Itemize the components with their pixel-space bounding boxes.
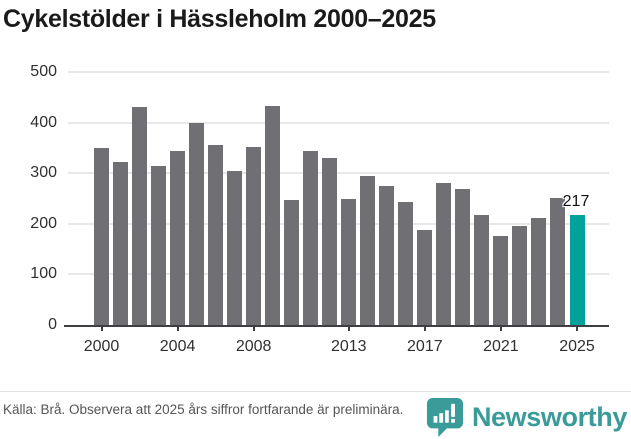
y-axis-label-100: 100 — [30, 265, 57, 283]
footer-divider — [0, 391, 631, 392]
footer: Källa: Brå. Observera att 2025 års siffr… — [0, 392, 631, 439]
y-axis-label-500: 500 — [30, 63, 57, 80]
x-axis-label-2008: 2008 — [235, 338, 272, 355]
bar-2008 — [246, 146, 262, 325]
bar-2005 — [189, 123, 205, 325]
x-axis-label-2013: 2013 — [330, 338, 367, 355]
bar-2022 — [512, 225, 528, 325]
x-axis-line — [64, 325, 609, 327]
bar-2016 — [398, 202, 414, 325]
brand-name: Newsworthy — [471, 402, 627, 432]
gridline-500 — [68, 71, 609, 73]
gridline-400 — [68, 121, 609, 124]
x-axis-label-2017: 2017 — [407, 338, 443, 355]
bar-2014 — [360, 175, 376, 325]
highlight-value-label: 217 — [562, 193, 590, 211]
x-axis-label-2021: 2021 — [483, 338, 519, 355]
bar-2019 — [455, 188, 471, 325]
bar-2007 — [227, 170, 243, 325]
newsworthy-bubble-icon — [426, 398, 464, 437]
y-axis-label-200: 200 — [30, 214, 57, 232]
bar-2012 — [322, 158, 338, 325]
x-tick-2008 — [252, 325, 255, 331]
bar-chart: 217 2000 2004 2008 2013 2017 2021 2025 0 100 200 3… — [30, 63, 609, 355]
exclamation-dot — [451, 418, 455, 423]
x-axis-label-2000: 2000 — [83, 338, 120, 355]
bar-2013 — [341, 198, 357, 325]
mini-bar-2 — [439, 413, 444, 423]
bar-2015 — [379, 185, 395, 325]
bar-2018 — [436, 182, 452, 325]
x-axis-label-2004: 2004 — [159, 338, 196, 355]
x-tick-2021 — [499, 325, 502, 331]
y-axis-label-400: 400 — [30, 113, 57, 131]
bar-2006 — [208, 145, 224, 325]
bar-2024 — [550, 197, 566, 325]
bar-2003 — [151, 166, 167, 325]
bar-2020 — [474, 214, 490, 325]
bar-2025 — [569, 215, 585, 325]
bar-2004 — [170, 151, 186, 325]
x-tick-2004 — [176, 325, 179, 331]
x-tick-2017 — [423, 325, 426, 331]
gridline-100 — [68, 273, 609, 276]
exclamation-bar — [451, 403, 455, 417]
chart-title: Cykelstölder i Hässleholm 2000–2025 — [3, 5, 436, 33]
bar-2023 — [531, 218, 547, 325]
bar-2011 — [303, 150, 319, 325]
y-axis-label-0: 0 — [48, 316, 57, 333]
x-tick-2013 — [347, 325, 350, 331]
bar-2010 — [284, 199, 300, 325]
source-note: Källa: Brå. Observera att 2025 års siffr… — [3, 402, 404, 417]
newsworthy-logo[interactable]: Newsworthy — [426, 397, 627, 437]
y-axis-label-300: 300 — [30, 164, 57, 182]
bar-2002 — [132, 107, 148, 325]
bar-2009 — [265, 105, 281, 325]
gridline-200 — [68, 222, 609, 225]
bar-2001 — [113, 161, 129, 325]
x-tick-2025 — [576, 325, 578, 331]
x-axis-label-2025: 2025 — [559, 338, 595, 355]
bar-2021 — [493, 235, 509, 325]
bar-2000 — [94, 148, 109, 325]
bar-2017 — [417, 230, 433, 325]
mini-bar-3 — [444, 410, 449, 423]
plot-area: 217 2000 2004 2008 2013 2017 2021 2025 — [64, 71, 609, 355]
x-tick-2000 — [100, 325, 103, 331]
mini-bar-1 — [433, 416, 438, 423]
gridline-300 — [68, 172, 609, 175]
